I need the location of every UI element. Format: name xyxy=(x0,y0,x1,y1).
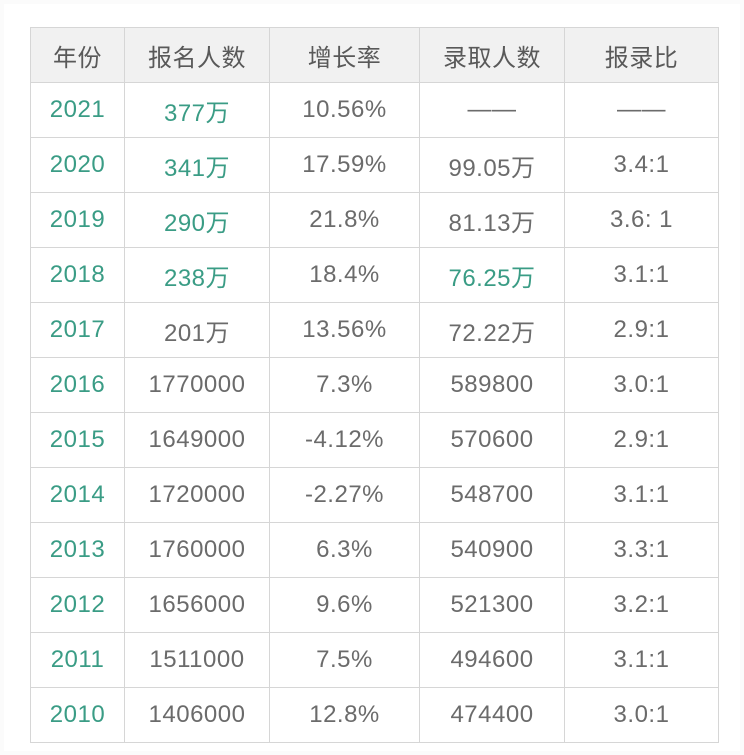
ratio-cell: —— xyxy=(564,82,719,138)
admitted-cell: 494600 xyxy=(419,632,565,688)
growth-cell: 10.56% xyxy=(269,82,420,138)
applicants-cell: 201万 xyxy=(124,302,270,358)
ratio-cell: 3.0:1 xyxy=(564,357,719,413)
table-row: 2011 1511000 7.5% 494600 3.1:1 xyxy=(30,632,719,688)
table-row: 2016 1770000 7.3% 589800 3.0:1 xyxy=(30,357,719,413)
table-row: 2013 1760000 6.3% 540900 3.3:1 xyxy=(30,522,719,578)
ratio-cell: 3.1:1 xyxy=(564,247,719,303)
table-row: 2017 201万 13.56% 72.22万 2.9:1 xyxy=(30,302,719,358)
year-cell: 2010 xyxy=(30,687,125,743)
year-cell: 2017 xyxy=(30,302,125,358)
growth-cell: 18.4% xyxy=(269,247,420,303)
ratio-cell: 3.3:1 xyxy=(564,522,719,578)
table-row: 2021 377万 10.56% —— —— xyxy=(30,82,719,138)
header-row: 年份 报名人数 增长率 录取人数 报录比 xyxy=(30,27,719,83)
applicants-cell: 238万 xyxy=(124,247,270,303)
ratio-cell: 3.0:1 xyxy=(564,687,719,743)
year-cell: 2011 xyxy=(30,632,125,688)
admitted-cell: 81.13万 xyxy=(419,192,565,248)
table-row: 2018 238万 18.4% 76.25万 3.1:1 xyxy=(30,247,719,303)
admitted-cell: 548700 xyxy=(419,467,565,523)
ratio-cell: 3.2:1 xyxy=(564,577,719,633)
admitted-cell: 474400 xyxy=(419,687,565,743)
growth-cell: 21.8% xyxy=(269,192,420,248)
admitted-cell: 76.25万 xyxy=(419,247,565,303)
growth-cell: 6.3% xyxy=(269,522,420,578)
admitted-cell: —— xyxy=(419,82,565,138)
admitted-cell: 570600 xyxy=(419,412,565,468)
column-header-ratio: 报录比 xyxy=(564,27,719,83)
table-header: 年份 报名人数 增长率 录取人数 报录比 xyxy=(30,27,719,83)
ratio-cell: 2.9:1 xyxy=(564,412,719,468)
table-body: 2021 377万 10.56% —— —— 2020 341万 17.59% 99.05万 3.… xyxy=(30,82,719,743)
growth-cell: 12.8% xyxy=(269,687,420,743)
applicants-cell: 1770000 xyxy=(124,357,270,413)
growth-cell: -4.12% xyxy=(269,412,420,468)
admitted-cell: 589800 xyxy=(419,357,565,413)
applicants-cell: 290万 xyxy=(124,192,270,248)
applicants-cell: 1649000 xyxy=(124,412,270,468)
ratio-cell: 3.1:1 xyxy=(564,467,719,523)
growth-cell: -2.27% xyxy=(269,467,420,523)
growth-cell: 13.56% xyxy=(269,302,420,358)
column-header-applicants: 报名人数 xyxy=(124,27,270,83)
admitted-cell: 540900 xyxy=(419,522,565,578)
year-cell: 2015 xyxy=(30,412,125,468)
admitted-cell: 99.05万 xyxy=(419,137,565,193)
year-cell: 2020 xyxy=(30,137,125,193)
table-row: 2012 1656000 9.6% 521300 3.2:1 xyxy=(30,577,719,633)
growth-cell: 9.6% xyxy=(269,577,420,633)
column-header-growth: 增长率 xyxy=(269,27,420,83)
admitted-cell: 521300 xyxy=(419,577,565,633)
applicants-cell: 1656000 xyxy=(124,577,270,633)
year-cell: 2016 xyxy=(30,357,125,413)
table-row: 2010 1406000 12.8% 474400 3.0:1 xyxy=(30,687,719,743)
applicants-cell: 1760000 xyxy=(124,522,270,578)
ratio-cell: 3.4:1 xyxy=(564,137,719,193)
year-cell: 2014 xyxy=(30,467,125,523)
ratio-cell: 2.9:1 xyxy=(564,302,719,358)
column-header-admitted: 录取人数 xyxy=(419,27,565,83)
applicants-cell: 1406000 xyxy=(124,687,270,743)
applicants-cell: 377万 xyxy=(124,82,270,138)
admitted-cell: 72.22万 xyxy=(419,302,565,358)
applicants-cell: 1511000 xyxy=(124,632,270,688)
growth-cell: 17.59% xyxy=(269,137,420,193)
table-row: 2019 290万 21.8% 81.13万 3.6: 1 xyxy=(30,192,719,248)
exam-stats-table: 年份 报名人数 增长率 录取人数 报录比 2021 377万 10.56% —— —— 2020 3… xyxy=(30,27,719,743)
applicants-cell: 341万 xyxy=(124,137,270,193)
ratio-cell: 3.1:1 xyxy=(564,632,719,688)
year-cell: 2018 xyxy=(30,247,125,303)
growth-cell: 7.5% xyxy=(269,632,420,688)
ratio-cell: 3.6: 1 xyxy=(564,192,719,248)
growth-cell: 7.3% xyxy=(269,357,420,413)
table-row: 2014 1720000 -2.27% 548700 3.1:1 xyxy=(30,467,719,523)
applicants-cell: 1720000 xyxy=(124,467,270,523)
table-row: 2020 341万 17.59% 99.05万 3.4:1 xyxy=(30,137,719,193)
year-cell: 2019 xyxy=(30,192,125,248)
year-cell: 2013 xyxy=(30,522,125,578)
year-cell: 2021 xyxy=(30,82,125,138)
column-header-year: 年份 xyxy=(30,27,125,83)
year-cell: 2012 xyxy=(30,577,125,633)
table-row: 2015 1649000 -4.12% 570600 2.9:1 xyxy=(30,412,719,468)
